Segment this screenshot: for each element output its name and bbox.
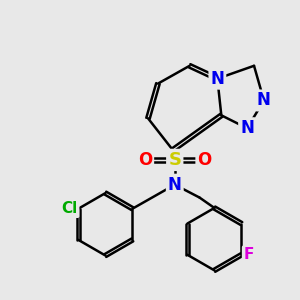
Text: O: O [197,151,212,169]
Text: O: O [138,151,152,169]
Text: N: N [168,176,182,194]
Text: N: N [210,70,224,88]
Text: Cl: Cl [61,201,78,216]
Text: S: S [168,151,181,169]
Text: N: N [240,119,254,137]
Text: F: F [244,247,254,262]
Text: N: N [257,92,271,110]
